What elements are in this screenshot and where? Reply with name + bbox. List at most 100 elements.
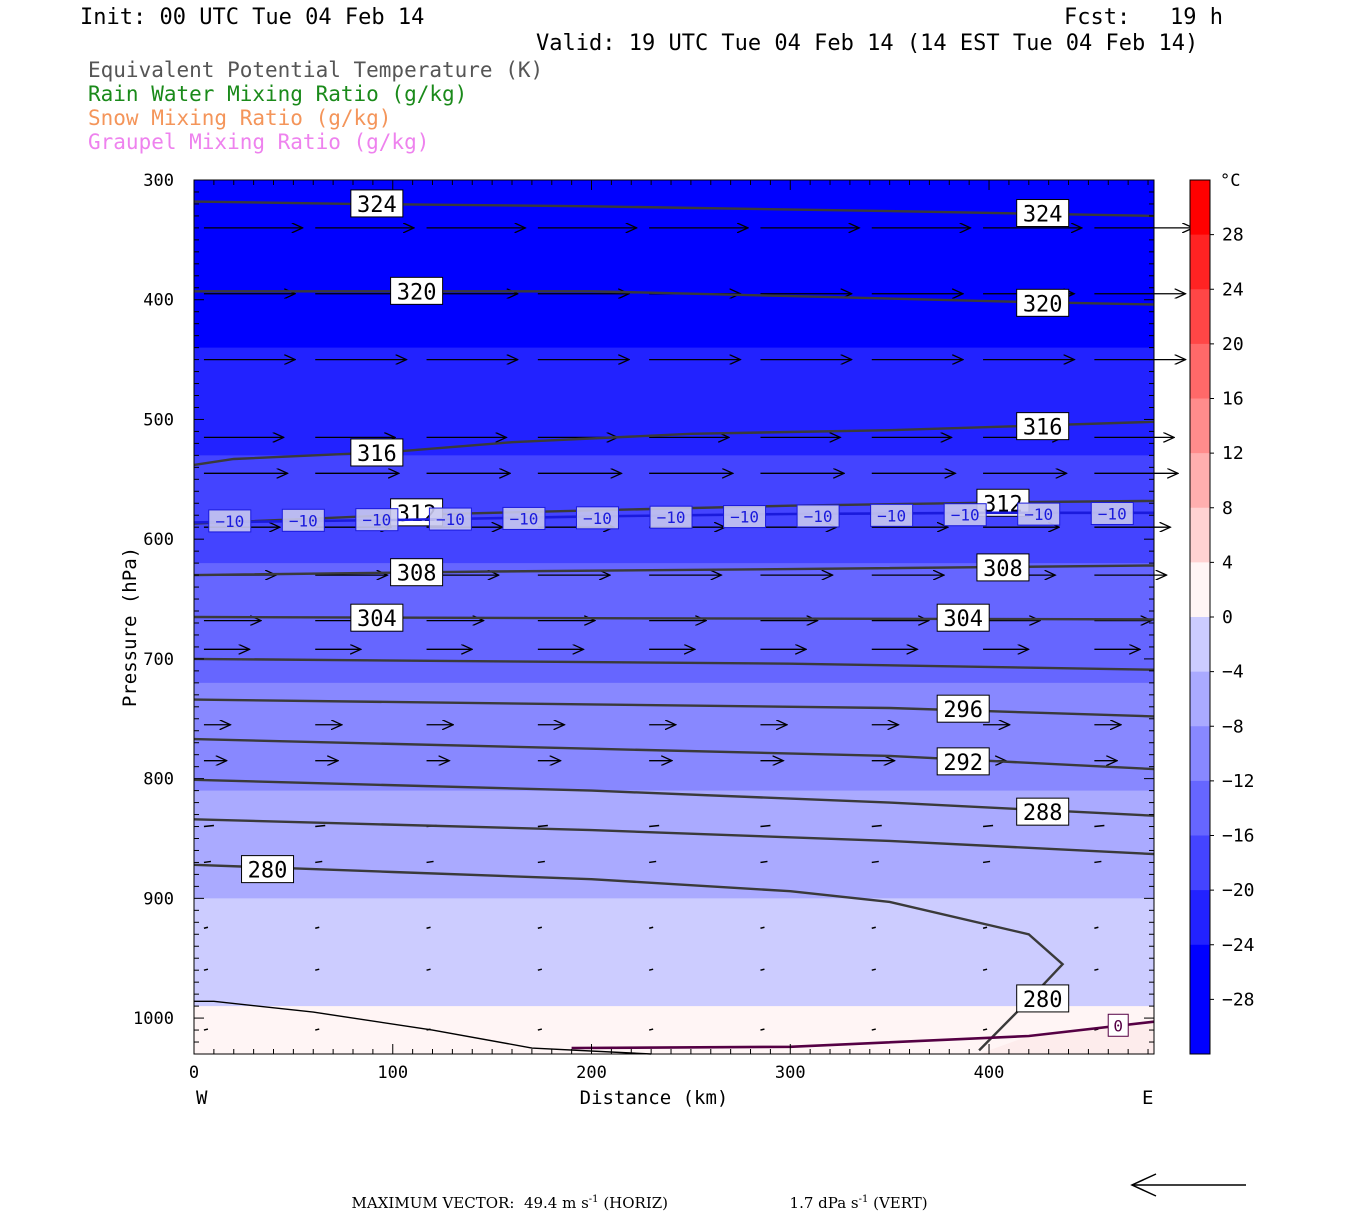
temperature-fill-band xyxy=(194,455,1154,468)
temperature-fill-band xyxy=(194,371,1154,385)
y-tick-label: 600 xyxy=(143,530,174,550)
wind-vector xyxy=(537,968,543,971)
temperature-fill-band xyxy=(194,203,1154,217)
temperature-fill-band xyxy=(194,215,1154,229)
colorbar-label: 0 xyxy=(1222,607,1233,628)
temperature-fill-band xyxy=(194,706,1154,720)
theta-e-contour xyxy=(193,420,1155,467)
theta-e-contour xyxy=(193,564,1155,577)
valid-time: Valid: 19 UTC Tue 04 Feb 14 (14 EST Tue … xyxy=(536,31,1199,56)
wind-vector xyxy=(203,968,209,971)
colorbar-band xyxy=(1190,835,1210,891)
contour-label: 280 xyxy=(248,859,288,884)
temperature-fill-band xyxy=(194,658,1154,672)
wind-vector xyxy=(537,926,543,930)
contour-label-box xyxy=(1016,288,1070,317)
temperature-fill-band xyxy=(194,359,1154,373)
contour-label-box xyxy=(976,553,1030,582)
wind-vector xyxy=(760,824,771,828)
colorbar-label: 12 xyxy=(1222,443,1244,464)
colorbar-label: 20 xyxy=(1222,334,1244,355)
wind-vector xyxy=(315,860,323,864)
wind-vector xyxy=(1094,860,1102,864)
contour-label: 324 xyxy=(1023,203,1063,228)
contour-label: 304 xyxy=(357,607,397,632)
temperature-fill-band xyxy=(194,443,1154,456)
contour-label-box xyxy=(390,276,444,305)
max-vector-label: MAXIMUM VECTOR: xyxy=(351,1194,515,1212)
plot-frame xyxy=(193,179,1155,1055)
wind-vector xyxy=(649,824,660,828)
contour-label: 324 xyxy=(357,193,397,218)
colorbar-band xyxy=(1190,234,1210,290)
isotherm-label: −10 xyxy=(509,509,538,528)
contour-label-box xyxy=(936,694,990,723)
temperature-fill-band xyxy=(194,395,1154,409)
isotherm-label-box xyxy=(355,508,399,532)
colorbar-label: 8 xyxy=(1222,498,1233,519)
wind-vector xyxy=(537,824,548,828)
temperature-fill-band xyxy=(194,778,1154,792)
isotherm-label: −10 xyxy=(804,507,833,526)
temperature-fill-band xyxy=(194,587,1154,600)
colorbar-label: −4 xyxy=(1222,662,1244,683)
temperature-fill-band xyxy=(194,311,1154,325)
temperature-fill-band xyxy=(194,1006,1154,1019)
colorbar-label: −20 xyxy=(1222,880,1255,901)
colorbar-band xyxy=(1190,944,1210,1000)
colorbar-label: −12 xyxy=(1222,771,1255,792)
wind-vector xyxy=(871,860,879,864)
temperature-fill-band xyxy=(194,634,1154,648)
wind-vector xyxy=(760,968,765,971)
wind-vector xyxy=(315,968,320,971)
contour-label: 320 xyxy=(1023,292,1063,317)
colorbar-label: −24 xyxy=(1222,935,1255,956)
temperature-fill-band xyxy=(194,622,1154,636)
temperature-fill-band xyxy=(194,191,1154,205)
temperature-fill-band xyxy=(194,814,1154,828)
temperature-fill-band xyxy=(194,251,1154,265)
temperature-fill-band xyxy=(194,934,1154,947)
max-vector-horiz-tail: (HORIZ) xyxy=(598,1194,669,1212)
wind-vector xyxy=(648,1028,654,1031)
y-tick-label: 400 xyxy=(143,291,174,311)
temperature-fill-band xyxy=(194,970,1154,983)
isotherm-label-box xyxy=(649,505,693,529)
wind-vector xyxy=(871,1028,876,1031)
colorbar-band xyxy=(1190,890,1210,946)
y-axis-label: Pressure (hPa) xyxy=(119,547,141,707)
temperature-fill-band xyxy=(194,263,1154,277)
temperature-fill-band xyxy=(194,886,1154,899)
isotherm-label: −10 xyxy=(877,506,906,525)
temperature-fill-band xyxy=(194,694,1154,708)
max-vector-vert-value: 1.7 dPa s xyxy=(789,1194,859,1212)
colorbar-label: 4 xyxy=(1222,552,1233,573)
colorbar-band xyxy=(1190,780,1210,836)
wind-vector xyxy=(871,926,876,930)
wind-vector xyxy=(537,860,545,864)
contour-label: 320 xyxy=(397,280,437,305)
isotherm-label: −10 xyxy=(657,508,686,527)
temperature-fill-band xyxy=(194,347,1154,361)
temperature-fill-band xyxy=(194,994,1154,1007)
isotherm-label: −10 xyxy=(289,511,318,530)
temperature-fill-band xyxy=(194,802,1154,816)
temperature-fill-band xyxy=(194,922,1154,935)
wind-vector xyxy=(982,968,988,971)
temperature-fill-band xyxy=(194,874,1154,887)
isotherm-zero-label-box xyxy=(1107,1013,1129,1037)
contour-label-box xyxy=(350,603,404,632)
east-label: E xyxy=(1142,1087,1153,1109)
contour-label-box xyxy=(1016,797,1070,826)
contour-label-box xyxy=(1016,412,1070,441)
wind-vector xyxy=(315,926,320,930)
colorbar-band xyxy=(1190,180,1210,236)
wind-vector xyxy=(982,860,991,864)
temperature-fill-band xyxy=(194,898,1154,911)
temperature-fill-band xyxy=(194,862,1154,876)
temperature-fill-band xyxy=(194,239,1154,253)
y-tick-label: 300 xyxy=(143,171,174,191)
legend-theta-e: Equivalent Potential Temperature (K) xyxy=(88,58,544,82)
wind-vector xyxy=(1094,824,1105,828)
wind-vector xyxy=(203,1028,209,1031)
